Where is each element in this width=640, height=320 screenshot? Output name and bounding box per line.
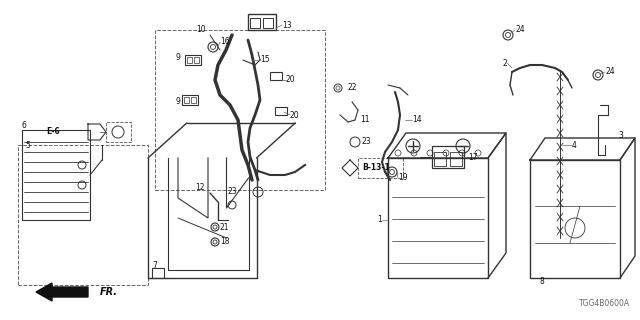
Bar	[358, 158, 403, 178]
Text: 19: 19	[398, 173, 408, 182]
Text: 9: 9	[176, 98, 181, 107]
Text: 24: 24	[605, 68, 614, 76]
Text: 23: 23	[362, 138, 372, 147]
Text: 7: 7	[152, 260, 157, 269]
Text: 15: 15	[260, 55, 269, 65]
Bar	[434, 152, 446, 166]
Text: 22: 22	[348, 84, 358, 92]
Text: TGG4B0600A: TGG4B0600A	[579, 299, 630, 308]
Text: 13: 13	[282, 20, 292, 29]
Bar	[106, 122, 131, 142]
Text: FR.: FR.	[100, 287, 118, 297]
Bar	[185, 55, 201, 65]
Text: 16: 16	[220, 37, 230, 46]
Text: 11: 11	[360, 116, 369, 124]
Text: B-13-1: B-13-1	[362, 164, 390, 172]
Text: 20: 20	[290, 110, 300, 119]
Text: 23: 23	[228, 188, 237, 196]
Text: 18: 18	[220, 237, 230, 246]
Text: 2: 2	[502, 59, 507, 68]
Text: 20: 20	[286, 76, 296, 84]
Text: 10: 10	[196, 26, 205, 35]
Bar	[270, 72, 282, 80]
Bar	[263, 18, 273, 28]
FancyArrow shape	[36, 283, 88, 301]
Text: 24: 24	[515, 26, 525, 35]
Bar	[155, 30, 325, 190]
Bar	[450, 152, 462, 166]
Bar	[248, 14, 276, 30]
Bar	[250, 18, 260, 28]
Bar	[194, 57, 199, 63]
Text: 14: 14	[412, 116, 422, 124]
Bar	[530, 160, 620, 278]
Bar	[191, 97, 196, 103]
Bar	[182, 95, 198, 105]
Text: 8: 8	[540, 277, 545, 286]
Text: E-6: E-6	[46, 127, 60, 137]
Bar	[275, 107, 287, 115]
Bar	[187, 57, 192, 63]
Text: 4: 4	[572, 140, 577, 149]
Bar	[184, 97, 189, 103]
Text: 21: 21	[220, 222, 230, 231]
Bar	[18, 145, 148, 285]
Text: 3: 3	[618, 131, 623, 140]
Text: 1: 1	[377, 215, 382, 225]
Text: 12: 12	[195, 183, 205, 193]
Text: 5: 5	[25, 140, 30, 149]
Text: 17: 17	[468, 154, 477, 163]
Text: 6: 6	[22, 121, 27, 130]
Bar	[388, 158, 488, 278]
Bar	[432, 146, 464, 168]
Text: 9: 9	[175, 53, 180, 62]
